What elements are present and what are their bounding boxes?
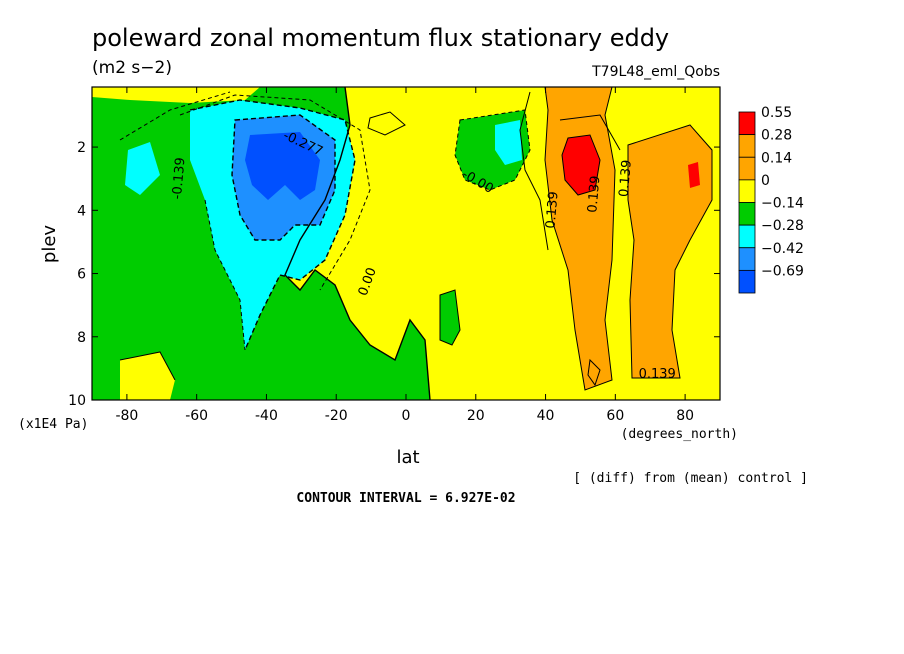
y-axis-label: plev [39, 225, 60, 264]
x-tick-label: 0 [402, 408, 411, 424]
colorbar-label: 0.14 [761, 150, 792, 166]
contour-label: 0.139 [585, 175, 603, 213]
x-tick-label: 60 [606, 408, 624, 424]
colorbar-swatch [738, 134, 756, 158]
region-negative-cyan-small [125, 142, 160, 195]
run-label: T79L48_eml_Qobs [591, 64, 720, 80]
colorbar-label: −0.69 [761, 263, 804, 279]
y-tick-label: 4 [77, 203, 86, 219]
contour-label: -0.139 [170, 157, 189, 200]
chart-units: (m2 s−2) [92, 58, 172, 78]
region-negative-core [245, 132, 320, 200]
y-tick-label: 8 [77, 330, 86, 346]
x-tick-label: -60 [185, 408, 208, 424]
y-axis: 2 4 6 8 10 [68, 140, 720, 409]
y-tick-label: 2 [77, 140, 86, 156]
y-tick-label: 10 [68, 393, 86, 409]
chart-title: poleward zonal momentum flux stationary … [92, 24, 669, 52]
region-green-patch [440, 290, 460, 345]
x-tick-label: -80 [115, 408, 138, 424]
colorbar: 0.55 0.28 0.14 0 −0.14 −0.28 −0.42 −0.69 [738, 105, 804, 294]
contour-interval: CONTOUR INTERVAL = 6.927E-02 [296, 491, 515, 506]
x-tick-label: 80 [676, 408, 694, 424]
diff-note: [ (diff) from (mean) control ] [573, 471, 808, 486]
colorbar-label: −0.14 [761, 196, 804, 212]
colorbar-swatch [738, 179, 756, 203]
colorbar-swatch [738, 269, 756, 294]
x-tick-label: -20 [325, 408, 348, 424]
region-lower-left-yellow [120, 352, 175, 400]
x-tick-label: 40 [537, 408, 555, 424]
x-axis: -80 -60 -40 -20 0 20 40 60 80 [115, 87, 694, 424]
contour-label: 0.139 [639, 367, 676, 382]
colorbar-swatch [738, 156, 756, 181]
x-tick-label: -40 [255, 408, 278, 424]
colorbar-label: 0.55 [761, 105, 792, 121]
colorbar-swatch [738, 111, 756, 136]
region-top-yellow [92, 87, 260, 103]
colorbar-swatch [738, 202, 756, 226]
contour-lines [119, 87, 713, 400]
plot-area [91, 86, 721, 401]
region-positive-max-1 [562, 135, 600, 195]
y-axis-units: (x1E4 Pa) [18, 417, 88, 432]
contour-labels: -0.277-0.139 -0.000.000.139 0.139 0.1390.13… [170, 128, 676, 382]
x-axis-label: lat [396, 447, 419, 468]
colorbar-swatch [738, 247, 756, 271]
colorbar-label: −0.28 [761, 218, 804, 234]
colorbar-swatch [738, 224, 756, 249]
colorbar-label: −0.42 [761, 241, 804, 257]
colorbar-label: 0 [761, 173, 770, 189]
y-tick-label: 6 [77, 267, 86, 283]
x-axis-units: (degrees_north) [621, 427, 738, 442]
region-positive-max-2 [688, 162, 700, 188]
contour-label: 0.139 [617, 159, 635, 197]
x-tick-label: 20 [467, 408, 485, 424]
colorbar-label: 0.28 [761, 128, 792, 144]
region-negative-cyan-north [495, 120, 522, 165]
region-positive-orange-2 [628, 125, 712, 378]
contour-label: 0.139 [543, 191, 561, 229]
